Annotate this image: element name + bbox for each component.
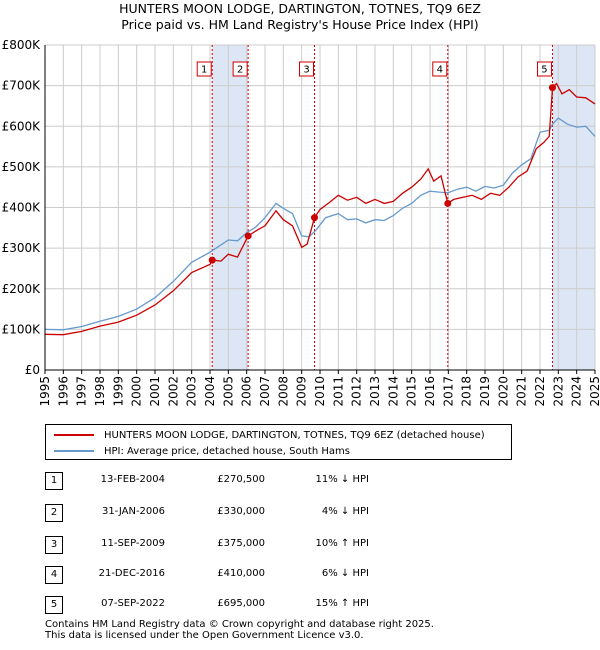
sale-price: £695,000 (217, 598, 265, 609)
y-tick-label: £0 (25, 363, 40, 377)
x-tick-label: 2009 (295, 376, 309, 407)
legend-label-hpi: HPI: Average price, detached house, Sout… (104, 445, 350, 457)
x-tick-label: 1999 (111, 376, 125, 407)
x-tick-label: 2019 (478, 376, 492, 407)
y-tick-label: £200K (2, 282, 42, 296)
sale-number-badge: 3 (45, 536, 63, 554)
footer-license: This data is licensed under the Open Gov… (45, 630, 364, 641)
sale-marker-box (536, 61, 552, 77)
legend-item-hpi: HPI: Average price, detached house, Sout… (54, 444, 350, 458)
x-tick-label: 2003 (185, 376, 199, 407)
x-tick-label: 2010 (313, 376, 327, 407)
x-tick-label: 1996 (56, 376, 70, 407)
sale-date: 13-FEB-2004 (100, 474, 165, 485)
x-tick-label: 2008 (276, 376, 290, 407)
x-tick-label: 2007 (258, 376, 272, 407)
x-tick-label: 2005 (221, 376, 235, 407)
sale-hpi-diff: 10% ↑ HPI (315, 538, 369, 549)
sale-price: £410,000 (217, 568, 265, 579)
sale-hpi-diff: 6% ↓ HPI (321, 568, 369, 579)
sale-marker-label: 5 (541, 65, 547, 76)
x-tick-label: 2025 (588, 376, 600, 407)
hpi-series-line (44, 117, 596, 331)
x-tick-label: 2006 (240, 376, 254, 407)
y-tick-label: £300K (2, 241, 42, 255)
legend-item-property: HUNTERS MOON LODGE, DARTINGTON, TOTNES, … (54, 428, 485, 442)
sale-row: 1 13-FEB-2004 £270,500 11% ↓ HPI (45, 472, 445, 490)
sale-marker-label: 4 (437, 65, 443, 76)
sale-row: 3 11-SEP-2009 £375,000 10% ↑ HPI (45, 536, 445, 554)
sale-hpi-diff: 11% ↓ HPI (315, 474, 369, 485)
sale-marker-box (196, 61, 212, 77)
sale-marker-box (232, 61, 248, 77)
footer-copyright: Contains HM Land Registry data © Crown c… (45, 619, 434, 630)
sale-row: 5 07-SEP-2022 £695,000 15% ↑ HPI (45, 596, 445, 614)
sale-marker-label: 2 (237, 65, 243, 76)
sale-point (311, 214, 318, 222)
x-tick-label: 2021 (515, 376, 529, 407)
x-tick-label: 2012 (350, 376, 364, 407)
x-tick-label: 2000 (130, 376, 144, 407)
sale-price: £270,500 (217, 474, 265, 485)
sale-point (548, 84, 556, 92)
legend-swatch-property (54, 434, 94, 436)
sale-date: 21-DEC-2016 (98, 568, 165, 579)
chart-title-line1: HUNTERS MOON LODGE, DARTINGTON, TOTNES, … (119, 1, 481, 16)
sale-row: 2 31-JAN-2006 £330,000 4% ↓ HPI (45, 504, 445, 522)
x-tick-label: 2016 (423, 376, 437, 407)
x-tick-label: 2011 (331, 376, 345, 407)
legend-swatch-hpi (54, 450, 94, 452)
chart-legend: HUNTERS MOON LODGE, DARTINGTON, TOTNES, … (45, 424, 512, 460)
x-tick-label: 1998 (93, 376, 107, 407)
sale-date: 11-SEP-2009 (101, 538, 165, 549)
y-tick-label: £500K (2, 160, 42, 174)
x-tick-label: 2014 (386, 376, 400, 407)
x-tick-label: 2001 (148, 376, 162, 407)
chart-title: HUNTERS MOON LODGE, DARTINGTON, TOTNES, … (0, 0, 600, 33)
sale-price: £330,000 (217, 506, 265, 517)
y-tick-label: £400K (2, 201, 42, 215)
sale-number-badge: 1 (45, 472, 63, 490)
x-tick-label: 2013 (368, 376, 382, 407)
sale-row: 4 21-DEC-2016 £410,000 6% ↓ HPI (45, 566, 445, 584)
price-chart: 1 2 3 4 5 £0 £100K £200K £300K £400K £500K £600K £70… (2, 38, 600, 407)
sale-point (208, 256, 216, 264)
sale-number-badge: 4 (45, 566, 63, 584)
sale-number-badge: 5 (45, 596, 63, 614)
x-tick-label: 2002 (166, 376, 180, 407)
sale-point (244, 232, 252, 240)
x-tick-label: 2024 (570, 376, 584, 407)
y-tick-label: £100K (2, 322, 42, 336)
sale-price: £375,000 (217, 538, 265, 549)
sale-hpi-diff: 4% ↓ HPI (321, 506, 369, 517)
y-tick-label: £600K (2, 119, 42, 133)
chart-title-line2: Price paid vs. HM Land Registry's House … (121, 17, 479, 32)
sale-date: 07-SEP-2022 (101, 598, 165, 609)
sale-point (444, 199, 452, 207)
y-tick-label: £800K (2, 38, 42, 52)
x-tick-label: 2020 (496, 376, 510, 407)
sale-marker-label: 1 (201, 65, 207, 76)
x-tick-label: 2015 (405, 376, 419, 407)
sale-marker-box (299, 61, 314, 77)
x-tick-label: 2004 (203, 376, 217, 407)
x-tick-label: 2017 (441, 376, 455, 407)
x-tick-label: 1995 (38, 376, 52, 407)
x-tick-label: 2018 (460, 376, 474, 407)
x-tick-label: 1997 (75, 376, 89, 407)
legend-label-property: HUNTERS MOON LODGE, DARTINGTON, TOTNES, … (104, 429, 485, 441)
footer-attribution: Contains HM Land Registry data © Crown c… (45, 619, 434, 641)
sale-marker-label: 3 (303, 65, 309, 76)
sale-number-badge: 2 (45, 504, 63, 522)
sale-date: 31-JAN-2006 (101, 506, 165, 517)
sale-marker-box (432, 61, 448, 77)
sale-hpi-diff: 15% ↑ HPI (315, 598, 369, 609)
y-tick-label: £700K (2, 79, 42, 93)
x-tick-label: 2023 (551, 376, 565, 407)
x-tick-label: 2022 (533, 376, 547, 407)
